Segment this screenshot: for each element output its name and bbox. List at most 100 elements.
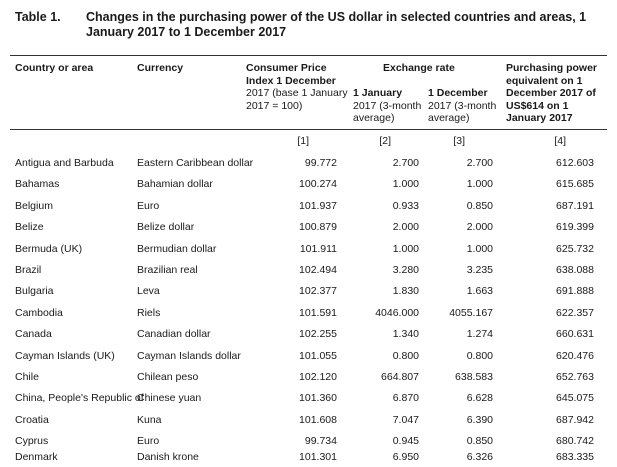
cell-exchange-dec: 1.663 <box>466 285 493 298</box>
cell-exchange-jan: 0.933 <box>392 199 419 212</box>
cell-purchasing-power: 619.399 <box>556 221 594 234</box>
cell-cpi: 101.591 <box>299 306 337 319</box>
cell-purchasing-power: 645.075 <box>556 392 594 405</box>
cell-cpi: 102.255 <box>299 328 337 341</box>
cell-exchange-jan: 1.830 <box>392 285 419 298</box>
column-number-1: [1] <box>297 135 309 147</box>
cell-cpi: 102.377 <box>299 285 337 298</box>
cell-currency: Leva <box>137 285 160 298</box>
cell-exchange-dec: 6.390 <box>466 413 493 426</box>
cell-currency: Danish krone <box>137 450 199 463</box>
cell-cpi: 102.494 <box>299 264 337 276</box>
cell-exchange-jan: 2.700 <box>392 157 419 169</box>
cell-cpi: 101.937 <box>299 199 337 212</box>
cell-exchange-dec: 4055.167 <box>449 306 493 319</box>
column-number-4: [4] <box>554 135 566 147</box>
cell-cpi: 100.274 <box>299 178 337 191</box>
table-row: Belgium Euro 101.937 0.933 0.850 687.191 <box>0 196 617 216</box>
header-cpi-title: Consumer Price Index 1 December <box>246 62 336 87</box>
cell-cpi: 102.120 <box>299 371 337 383</box>
cell-exchange-jan: 1.340 <box>392 328 419 341</box>
cell-exchange-dec: 6.628 <box>466 392 493 405</box>
cell-purchasing-power: 660.631 <box>556 328 594 341</box>
cell-exchange-dec: 1.000 <box>466 178 493 191</box>
header-top-rule <box>10 55 607 56</box>
table-row: Cyprus Euro 99.734 0.945 0.850 680.742 <box>0 431 617 451</box>
header-currency: Currency <box>137 62 184 74</box>
cell-currency: Riels <box>137 306 161 319</box>
header-country: Country or area <box>15 62 94 74</box>
cell-currency: Euro <box>137 199 160 212</box>
header-exchange-jan-subtitle: 2017 (3-month average) <box>353 99 422 125</box>
cell-country: Belgium <box>15 199 53 212</box>
cell-country: Brazil <box>15 264 42 276</box>
cell-purchasing-power: 638.088 <box>556 264 594 276</box>
cell-exchange-dec: 0.850 <box>466 199 493 212</box>
cell-cpi: 101.055 <box>299 349 337 362</box>
cell-purchasing-power: 625.732 <box>556 242 594 255</box>
cell-purchasing-power: 680.742 <box>556 435 594 448</box>
header-bottom-rule <box>10 129 607 130</box>
cell-exchange-jan: 6.950 <box>392 450 419 463</box>
cell-purchasing-power: 612.603 <box>556 157 594 169</box>
cell-exchange-jan: 0.945 <box>392 435 419 448</box>
table-label: Table 1. <box>15 10 61 24</box>
table-row: Denmark Danish krone 101.301 6.950 6.326… <box>0 447 617 467</box>
cell-currency: Kuna <box>137 413 162 426</box>
cell-purchasing-power: 683.335 <box>556 450 594 463</box>
cell-country: Bulgaria <box>15 285 54 298</box>
cell-exchange-jan: 2.000 <box>392 221 419 234</box>
cell-exchange-jan: 7.047 <box>392 413 419 426</box>
table-row: Cayman Islands (UK) Cayman Islands dolla… <box>0 346 617 366</box>
cell-cpi: 99.734 <box>304 435 337 448</box>
cell-purchasing-power: 691.888 <box>556 285 594 298</box>
cell-exchange-jan: 3.280 <box>392 264 419 276</box>
cell-exchange-dec: 0.850 <box>466 435 493 448</box>
cell-exchange-dec: 1.000 <box>466 242 493 255</box>
header-exchange-dec-subtitle: 2017 (3-month average) <box>428 99 497 125</box>
cell-country: Cyprus <box>15 435 49 448</box>
table-row: Belize Belize dollar 100.879 2.000 2.000… <box>0 217 617 237</box>
header-cpi-subtitle: 2017 (base 1 January 2017 = 100) <box>246 87 348 112</box>
cell-currency: Eastern Caribbean dollar <box>137 157 254 169</box>
cell-cpi: 101.608 <box>299 413 337 426</box>
cell-country: Bahamas <box>15 178 60 191</box>
header-exchange-dec: 1 December 2017 (3-month average) <box>428 87 500 125</box>
table-row: Bermuda (UK) Bermudian dollar 101.911 1.… <box>0 239 617 259</box>
cell-purchasing-power: 622.357 <box>556 306 594 319</box>
cell-purchasing-power: 687.942 <box>556 413 594 426</box>
cell-exchange-jan: 4046.000 <box>375 306 419 319</box>
cell-cpi: 101.360 <box>299 392 337 405</box>
column-number-3: [3] <box>453 135 465 147</box>
cell-country: Cayman Islands (UK) <box>15 349 115 362</box>
cell-exchange-dec: 638.583 <box>455 371 493 383</box>
cell-exchange-dec: 1.274 <box>466 328 493 341</box>
cell-currency: Belize dollar <box>137 221 195 234</box>
header-purchasing-power: Purchasing power equivalent on 1 Decembe… <box>506 62 598 124</box>
cell-cpi: 101.301 <box>299 450 337 463</box>
cell-country: Chile <box>15 371 39 383</box>
cell-currency: Cayman Islands dollar <box>137 349 241 362</box>
cell-cpi: 100.879 <box>299 221 337 234</box>
cell-exchange-dec: 0.800 <box>466 349 493 362</box>
cell-currency: Euro <box>137 435 160 448</box>
table-title: Changes in the purchasing power of the U… <box>86 10 587 39</box>
cell-country: Antigua and Barbuda <box>15 157 114 169</box>
cell-currency: Chilean peso <box>137 371 199 383</box>
cell-country: Belize <box>15 221 44 234</box>
cell-purchasing-power: 652.763 <box>556 371 594 383</box>
cell-cpi: 99.772 <box>304 157 337 169</box>
header-exchange-jan: 1 January 2017 (3-month average) <box>353 87 425 125</box>
cell-purchasing-power: 615.685 <box>556 178 594 191</box>
cell-country: Canada <box>15 328 52 341</box>
header-exchange-dec-title: 1 December <box>428 87 488 99</box>
cell-currency: Bermudian dollar <box>137 242 217 255</box>
header-cpi: Consumer Price Index 1 December 2017 (ba… <box>246 62 350 112</box>
cell-purchasing-power: 620.476 <box>556 349 594 362</box>
table-row: Chile Chilean peso 102.120 664.807 638.5… <box>0 367 617 387</box>
table-row: Bahamas Bahamian dollar 100.274 1.000 1.… <box>0 174 617 194</box>
table-row: Croatia Kuna 101.608 7.047 6.390 687.942 <box>0 410 617 430</box>
table-row: Antigua and Barbuda Eastern Caribbean do… <box>0 153 617 173</box>
cell-exchange-dec: 3.235 <box>466 264 493 276</box>
